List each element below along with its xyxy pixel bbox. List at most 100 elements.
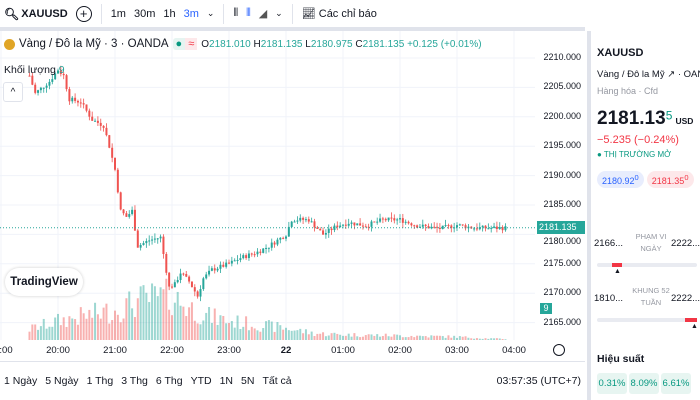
candle-body	[179, 273, 182, 280]
range-5y[interactable]: 5N	[241, 375, 255, 387]
range-1m[interactable]: 1 Thg	[86, 375, 114, 387]
volume-bar	[236, 315, 239, 340]
volume-bar	[82, 313, 85, 340]
volume-bar	[57, 313, 59, 340]
candle-body	[159, 236, 162, 239]
settings-icon[interactable]	[553, 344, 565, 356]
candle-body	[48, 81, 51, 86]
volume-bar	[313, 336, 316, 340]
symbol-search[interactable]: 🔍︎ XAUUSD	[4, 6, 68, 21]
volume-bar	[430, 335, 433, 340]
candle-body	[131, 209, 134, 215]
candle-body	[242, 255, 245, 259]
delayed-icon: ≈	[185, 38, 198, 50]
divider	[223, 3, 225, 24]
area-chart-icon[interactable]: ◢	[258, 8, 268, 20]
range-5d[interactable]: 5 Ngày	[45, 375, 79, 387]
price-chart[interactable]	[0, 31, 535, 340]
candle-body	[228, 262, 230, 264]
range-1y[interactable]: 1N	[219, 375, 234, 387]
candle-body	[410, 223, 413, 226]
volume-bar	[190, 302, 193, 340]
volume-bar	[444, 337, 447, 340]
candle-body	[461, 224, 464, 226]
candle-body	[136, 230, 139, 248]
indicators-button[interactable]: 📈︎ Các chỉ báo	[301, 8, 377, 20]
candle-body	[145, 240, 148, 244]
volume-bar	[242, 326, 245, 340]
range-ytd[interactable]: YTD	[190, 375, 212, 387]
volume-bar	[501, 339, 504, 340]
candle-body	[65, 75, 68, 90]
performance-item[interactable]: 8.09%	[629, 373, 659, 394]
candle-body	[421, 224, 424, 227]
candle-body	[156, 238, 159, 240]
candle-body	[293, 221, 296, 223]
divider	[291, 3, 293, 24]
interval-3m[interactable]: 3m	[183, 7, 199, 20]
candle-body	[222, 264, 225, 267]
time-tick-label: 21:00	[103, 345, 127, 356]
range-all[interactable]: Tất cả	[262, 375, 292, 387]
candle-body	[190, 281, 193, 288]
volume-bar	[213, 308, 216, 340]
time-axis[interactable]: :00 20:00 21:00 22:00 23:00 22 01:00 02:00 03:00…	[0, 340, 585, 362]
candle-body	[347, 223, 350, 226]
volume-bar	[424, 336, 427, 340]
volume-bar	[125, 298, 128, 340]
candle-body	[481, 225, 484, 228]
range-6m[interactable]: 6 Thg	[155, 375, 183, 387]
bars-icon[interactable]: ⫴	[233, 7, 239, 19]
candle-body	[236, 259, 239, 261]
candle-body	[245, 255, 248, 259]
candle-body	[216, 268, 219, 271]
price-tick-label: 2195.000	[543, 140, 581, 151]
candle-body	[205, 274, 208, 279]
range-1d[interactable]: 1 Ngày	[4, 375, 38, 387]
candle-body	[424, 224, 427, 227]
candle-body	[353, 222, 356, 226]
clock[interactable]: 03:57:35 (UTC+7)	[496, 375, 581, 387]
chevron-down-icon[interactable]: ⌄	[206, 8, 215, 18]
volume-bar	[364, 335, 367, 340]
candle-body	[233, 260, 236, 262]
candle-body	[475, 228, 478, 230]
candle-body	[94, 120, 97, 122]
status-dot: ●	[597, 150, 602, 159]
volume-bar	[99, 318, 102, 340]
candle-body	[487, 228, 490, 230]
volume-bar	[153, 286, 156, 340]
tradingview-logo[interactable]: TradingView	[5, 268, 83, 296]
interval-30m[interactable]: 30m	[133, 7, 156, 20]
candles-icon[interactable]: ⫴	[246, 7, 251, 19]
bid-price: 2180.920	[597, 171, 644, 188]
interval-1h[interactable]: 1h	[163, 7, 176, 20]
volume-bar	[85, 318, 88, 340]
candle-body	[490, 227, 493, 229]
external-link-icon[interactable]: ↗	[667, 69, 676, 80]
volume-bar	[230, 321, 233, 340]
price-axis[interactable]: 2210.000 2205.000 2200.000 2195.000 2190.000…	[535, 31, 585, 340]
range-3m[interactable]: 3 Thg	[121, 375, 148, 387]
candle-body	[68, 89, 71, 102]
volume-badge: 9	[540, 303, 552, 314]
collapse-legend-button[interactable]: ^	[3, 82, 23, 102]
candle-body	[142, 243, 145, 245]
volume-bar	[250, 326, 253, 340]
candle-body	[196, 291, 199, 297]
volume-bar	[65, 326, 68, 340]
symbol-title: Vàng / Đô la Mỹ · 3 · OANDA	[19, 38, 169, 50]
triangle-up-icon: ▲	[614, 268, 621, 275]
gold-icon	[4, 38, 15, 50]
candle-body	[208, 270, 211, 275]
volume-bar	[307, 334, 310, 340]
interval-1m[interactable]: 1m	[110, 7, 126, 20]
volume-bar	[339, 334, 342, 340]
performance-item[interactable]: 0.31%	[597, 373, 627, 394]
candle-body	[276, 239, 279, 245]
divider	[100, 3, 102, 24]
performance-item[interactable]: 6.61%	[661, 373, 691, 394]
add-symbol-button[interactable]: +	[75, 5, 92, 22]
volume-bar	[176, 291, 179, 340]
chevron-down-icon[interactable]: ⌄	[275, 8, 283, 18]
